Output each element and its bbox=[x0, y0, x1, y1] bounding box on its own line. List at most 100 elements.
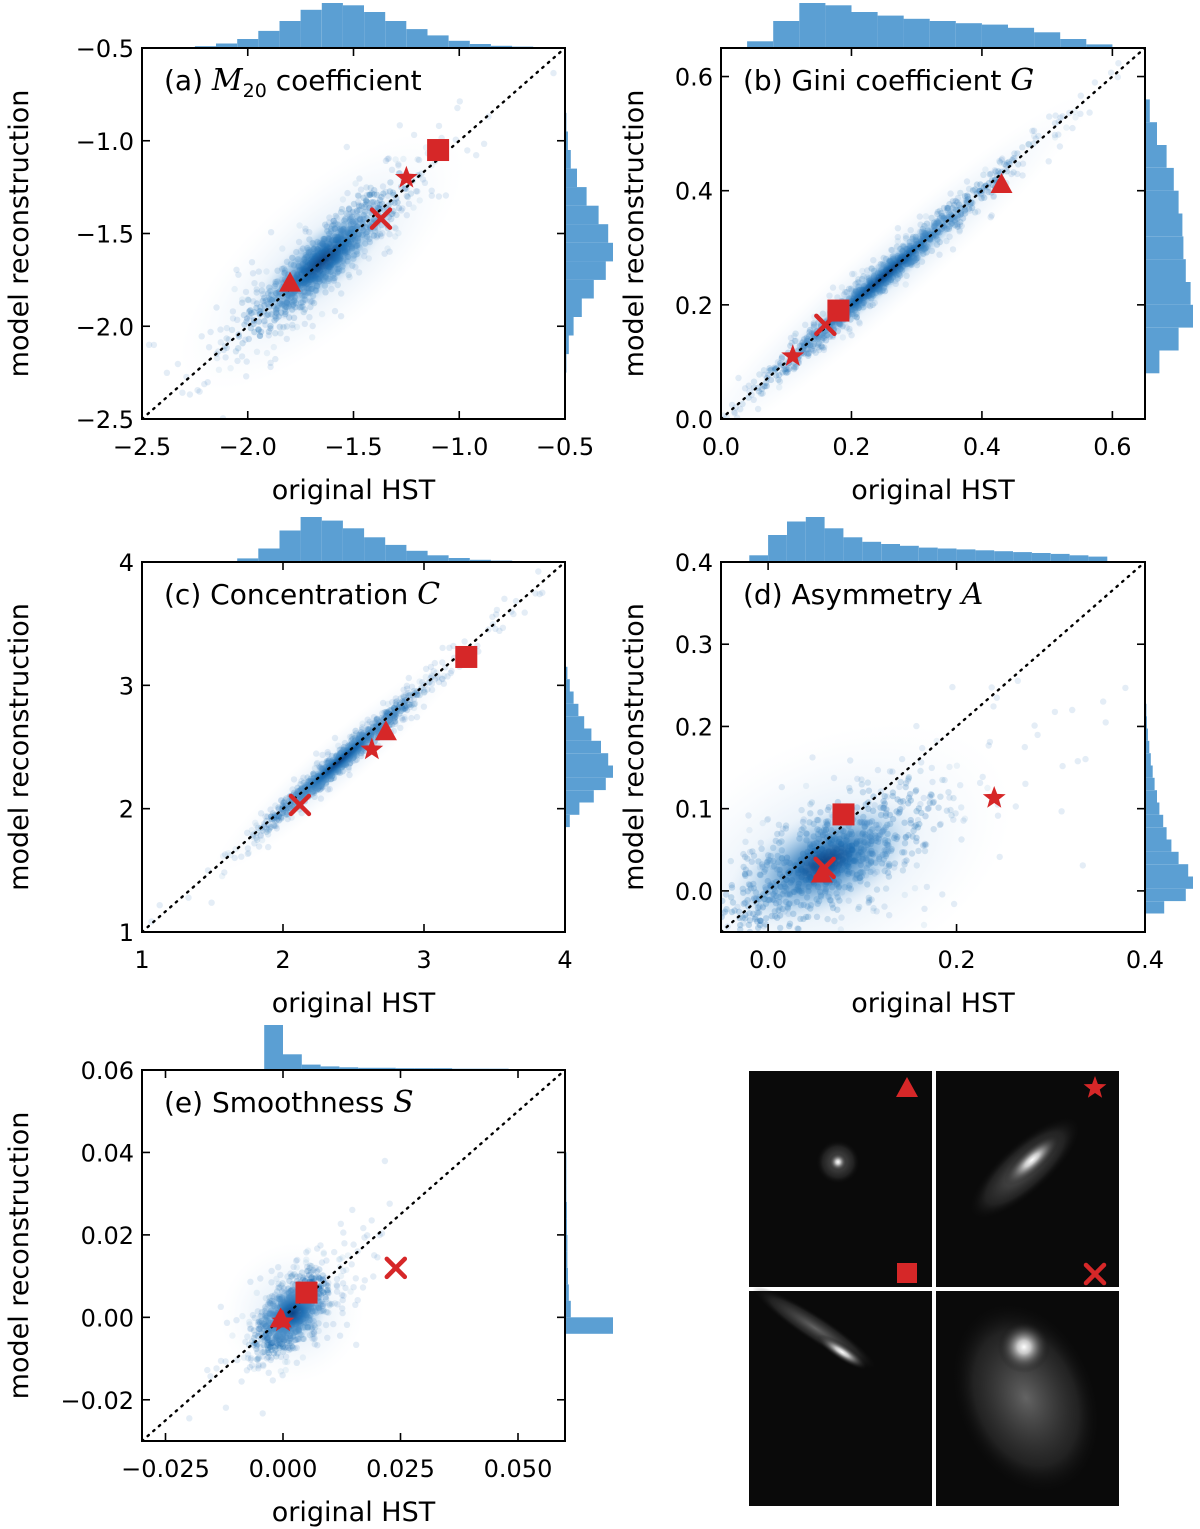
hist-x-bar bbox=[768, 535, 787, 562]
hist-y-bar bbox=[565, 716, 585, 729]
x-tick-label: 0.2 bbox=[832, 433, 870, 461]
x-marker-icon bbox=[1083, 1262, 1107, 1286]
hist-x-bar bbox=[929, 21, 956, 48]
hist-x-bar bbox=[321, 520, 343, 562]
panel-e: −0.025 0.000 0.025 0.050 −0.02 0.00 0.02 0.04 0.… bbox=[4, 1025, 613, 1528]
hist-x-bar bbox=[320, 1066, 340, 1070]
hist-x-bar bbox=[300, 517, 322, 562]
identity-line bbox=[142, 1070, 565, 1441]
hist-x-bar bbox=[937, 548, 957, 562]
y-axis-label: model reconstruction bbox=[619, 90, 650, 378]
hist-y-bar bbox=[565, 728, 592, 741]
panel-d: 0.0 0.2 0.4 0.0 0.1 0.2 0.3 0.4 original HST mode… bbox=[619, 517, 1193, 1019]
hist-x-bar bbox=[216, 43, 238, 48]
x-tick-label: −0.025 bbox=[121, 1455, 210, 1483]
triangle-marker bbox=[810, 862, 833, 883]
y-axis-label: model reconstruction bbox=[4, 1112, 35, 1400]
x-tick-label: 3 bbox=[416, 946, 431, 974]
x-tick-label: 1 bbox=[134, 946, 149, 974]
hist-x-bar bbox=[955, 23, 982, 48]
hist-y-bar bbox=[565, 802, 580, 815]
hist-y-bar bbox=[565, 1317, 613, 1334]
hist-y-bar bbox=[565, 261, 606, 280]
x-tick-label: −2.0 bbox=[219, 433, 277, 461]
axes-frame bbox=[720, 47, 1146, 420]
x-tick-label: 0.000 bbox=[249, 1455, 318, 1483]
x-axis-label: original HST bbox=[272, 988, 436, 1019]
hist-x-bar bbox=[1060, 39, 1087, 48]
hist-x-bar bbox=[301, 1064, 321, 1070]
hist-y-bar bbox=[1145, 99, 1150, 123]
hist-y-bar bbox=[1145, 122, 1157, 145]
x-tick-label: −0.5 bbox=[536, 433, 594, 461]
hist-x-bar bbox=[258, 548, 280, 562]
x-tick-label: −1.0 bbox=[430, 433, 488, 461]
hist-x-bar bbox=[749, 555, 769, 563]
hist-x-bar bbox=[900, 545, 919, 562]
x-tick-label: 2 bbox=[275, 946, 290, 974]
y-axis-label: model reconstruction bbox=[4, 90, 35, 378]
hist-x-bar bbox=[377, 1067, 396, 1071]
hist-y-bar bbox=[565, 317, 574, 336]
y-tick-label: −0.02 bbox=[60, 1387, 134, 1415]
hist-x-bar bbox=[237, 558, 259, 562]
hist-y-bar bbox=[565, 765, 613, 778]
hist-x-bar bbox=[1008, 27, 1035, 49]
density-cloud bbox=[145, 69, 557, 419]
y-tick-label: 0.6 bbox=[675, 64, 713, 92]
square-marker bbox=[832, 803, 855, 826]
x-axis-label: original HST bbox=[851, 475, 1015, 506]
hist-x-bar bbox=[747, 41, 774, 49]
hist-y-bar bbox=[565, 790, 594, 803]
hist-y-bar bbox=[1145, 802, 1160, 815]
hist-x-bar bbox=[903, 18, 930, 49]
hist-y-bar bbox=[1145, 814, 1164, 828]
hist-x-bar bbox=[264, 1025, 283, 1070]
panel-title: (e) Smoothness S bbox=[164, 1085, 414, 1120]
x-tick-label: 0.0 bbox=[749, 946, 787, 974]
hist-x-bar bbox=[339, 1067, 359, 1070]
hist-x-bar bbox=[342, 528, 365, 563]
hist-x-bar bbox=[469, 559, 491, 563]
hist-x-bar bbox=[427, 555, 449, 563]
hist-x-bar bbox=[237, 39, 259, 48]
hist-y-bar bbox=[565, 335, 569, 355]
panel-title: (d) Asymmetry A bbox=[743, 577, 983, 612]
y-tick-label: −2.5 bbox=[76, 406, 134, 434]
x-tick-label: −1.5 bbox=[324, 433, 382, 461]
hist-y-bar bbox=[1145, 282, 1191, 305]
thumbnail-square bbox=[749, 1263, 932, 1506]
y-tick-label: 0.00 bbox=[81, 1304, 134, 1332]
density-cloud bbox=[148, 568, 546, 925]
axes-frame bbox=[141, 1069, 566, 1442]
y-tick-label: 0.02 bbox=[81, 1222, 134, 1250]
hist-x-bar bbox=[825, 5, 852, 49]
y-tick-label: 2 bbox=[119, 796, 134, 824]
thumbnail-star bbox=[936, 1071, 1119, 1287]
hist-y-bar bbox=[1145, 728, 1148, 741]
x-marker bbox=[384, 1256, 408, 1280]
hist-x-bar bbox=[975, 550, 995, 562]
star-marker bbox=[360, 737, 384, 760]
hist-y-bar bbox=[565, 753, 609, 766]
hist-x-bar bbox=[364, 537, 386, 563]
y-tick-label: 0.4 bbox=[675, 549, 713, 577]
y-tick-label: −2.0 bbox=[76, 313, 134, 341]
panel-title: (c) Concentration C bbox=[164, 577, 440, 612]
hist-y-bar bbox=[1145, 167, 1174, 191]
hist-x-bar bbox=[981, 24, 1008, 48]
hist-x-bar bbox=[851, 12, 878, 48]
hist-y-bar bbox=[565, 1300, 571, 1318]
star-marker-icon bbox=[1083, 1076, 1107, 1098]
x-tick-label: 0.6 bbox=[1093, 433, 1131, 461]
x-tick-label: 0.025 bbox=[366, 1455, 435, 1483]
hist-y-bar bbox=[565, 777, 606, 791]
hist-x-bar bbox=[862, 541, 882, 563]
star-marker bbox=[781, 344, 805, 366]
y-tick-label: 0.3 bbox=[675, 631, 713, 659]
hist-y-bar bbox=[1145, 765, 1153, 778]
square-marker-icon bbox=[897, 1263, 917, 1283]
triangle-marker-icon bbox=[896, 1077, 918, 1097]
hist-y-bar bbox=[565, 242, 613, 262]
